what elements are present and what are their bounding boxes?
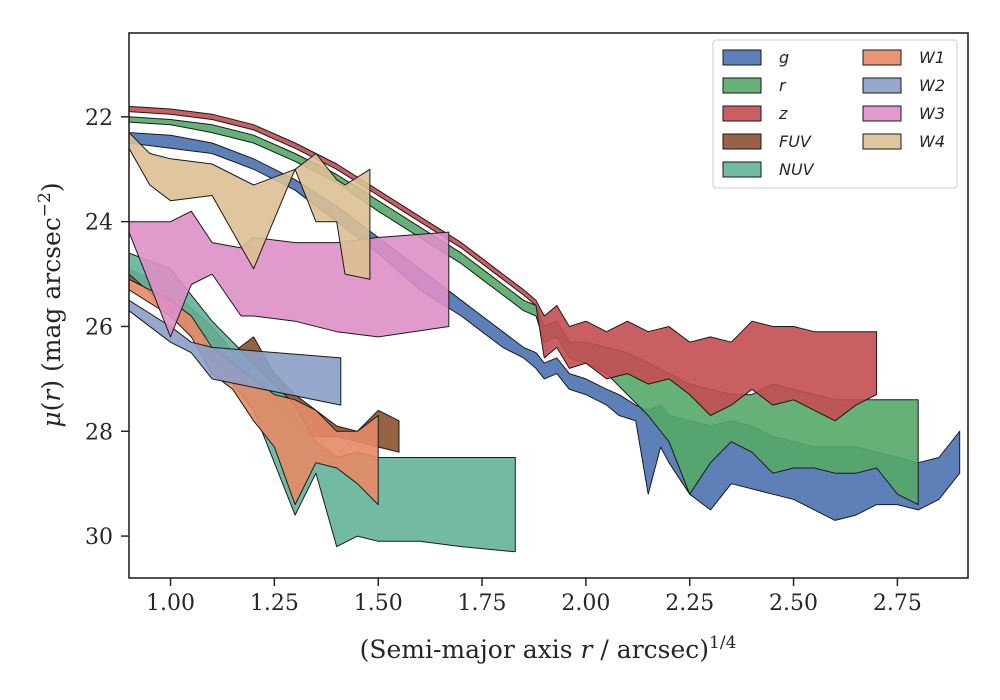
x-tick-label: 2.50: [769, 591, 818, 616]
legend-label-nuv: NUV: [779, 160, 815, 179]
x-tick-label: 1.00: [146, 591, 195, 616]
legend-swatch-nuv: [722, 161, 762, 178]
band-w4: [129, 132, 371, 280]
band-w2: [129, 299, 342, 406]
legend-swatch-w2: [862, 77, 902, 94]
legend-frame: [712, 39, 958, 189]
plot-frame: [128, 32, 969, 579]
legend-swatch-r: [722, 77, 762, 94]
legend-label-z: z: [778, 104, 788, 123]
legend-swatch-w3: [862, 105, 902, 122]
legend-label-r: r: [779, 76, 787, 95]
legend-label-w1: W1: [919, 48, 945, 67]
x-tick-label: 2.25: [665, 591, 714, 616]
band-series-layer: [129, 105, 961, 553]
band-z: [129, 105, 878, 422]
legend-label-w4: W4: [919, 132, 945, 151]
legend-swatch-z: [722, 105, 762, 122]
y-tick-label: 22: [85, 106, 113, 131]
y-tick-label: 28: [85, 420, 113, 445]
x-tick-label: 1.50: [354, 591, 403, 616]
legend-label-w2: W2: [919, 76, 945, 95]
x-tick-label: 1.25: [250, 591, 299, 616]
legend-swatch-fuv: [722, 133, 762, 150]
x-tick-label: 1.75: [458, 591, 507, 616]
legend-swatch-w4: [862, 133, 902, 150]
x-axis-label: (Semi-major axis r / arcsec)1/4: [360, 633, 737, 664]
legend: grz FUV NUV W1 W2 W3 W4: [712, 39, 958, 189]
band-w3: [129, 210, 450, 338]
y-tick-label: 30: [85, 525, 113, 550]
x-tick-label: 2.00: [561, 591, 610, 616]
legend-swatch-g: [722, 49, 762, 66]
legend-label-fuv: FUV: [779, 132, 812, 151]
legend-label-g: g: [779, 48, 789, 67]
legend-swatch-w1: [862, 49, 902, 66]
y-axis: 22 24 26 28 30: [85, 106, 129, 550]
y-axis-label: μ(r) (mag arcsec−2): [35, 182, 66, 427]
y-tick-label: 26: [85, 315, 113, 340]
y-tick-label: 24: [85, 211, 113, 236]
band-g: [129, 132, 961, 521]
x-axis: 1.00 1.25 1.50 1.75 2.00 2.25 2.50 2.75: [146, 578, 922, 616]
x-tick-label: 2.75: [873, 591, 922, 616]
legend-label-w3: W3: [919, 104, 945, 123]
